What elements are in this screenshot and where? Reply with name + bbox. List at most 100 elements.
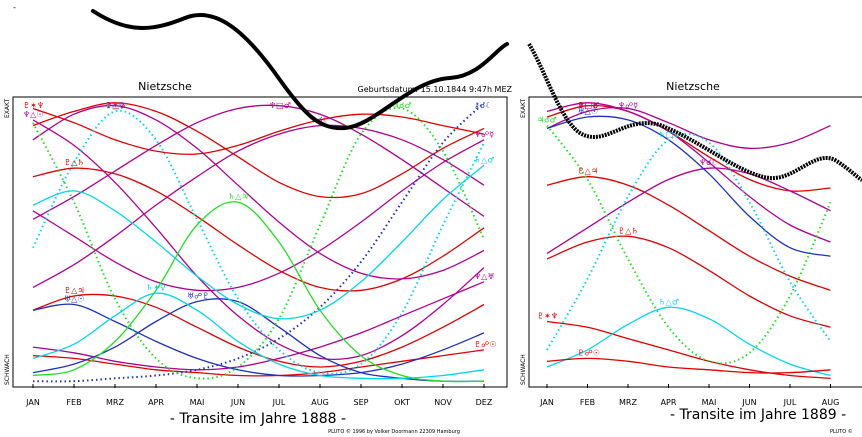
series-line-neptune-trine-sun — [32, 119, 485, 361]
chart-title: Nietzsche — [138, 80, 192, 93]
series-label-jupiter-conj-mc: ♃☌♂ — [392, 101, 412, 110]
series-label-neptune-opp-mercury: ♆☍☿ — [474, 130, 494, 139]
y-label-bottom: SCHWACH — [4, 354, 11, 385]
series-group — [546, 102, 832, 379]
series-line-chiron-conj-moon — [32, 102, 485, 383]
series-label-pluto-opp-sun: ♇☍☉ — [578, 348, 600, 357]
series-label-saturn-trine-jupiter: ♄△♃ — [228, 192, 249, 201]
series-label-pluto-sextile-neptune: ♇✶♆ — [23, 101, 44, 110]
x-tick-label-mrz: MRZ — [619, 398, 637, 407]
series-line-uranus-trine-sun — [546, 115, 831, 257]
series-line-pluto-trine-jupiter — [32, 293, 485, 368]
series-line-neptune-square-mars — [32, 104, 485, 220]
series-line-jupiter-conj-mc — [546, 124, 832, 365]
series-line-neptune-trine-uranus — [32, 281, 485, 371]
x-tick-label-jul: JUL — [783, 398, 797, 407]
series-label-saturn-trine-mc: ♄△♂ — [474, 155, 495, 164]
series-labels: ♇△♃ ♇□♄ ♇△♄ ♇✶♆ ♆□♂ ♆☌☾ ♆☍☿ ♅△☉ ♄△♂ ♃☌♂ ♄□☉ ♇☍☉ — [537, 101, 719, 357]
series-line-saturn-square-sun — [32, 109, 485, 375]
series-label-saturn-square-sun: ♄□☉ — [105, 101, 127, 110]
credit-line: PLUTO © — [830, 428, 853, 435]
series-line-neptune-square-mars — [546, 102, 831, 243]
series-labels: ♇□♄ ♇△♄ ♇△♃ ♇✶♆ ♇☍☉ ♆△☉ ♆□♂ ♆☌☾ ♆✶♀ ♆☍☿ ♆△♅ ♅△☉ ♅☍♇ ⚷… — [23, 101, 496, 349]
chart-1889: Nietzsche EXAKT SCHWACH ♇△♃ ♇□♄ ♇△♄ ♇✶♆ ♆□♂ ♆… — [520, 80, 862, 435]
series-line-jupiter-conj-mc — [32, 107, 485, 380]
series-label-saturn-sextile-venus: ♄✶♀ — [146, 283, 166, 292]
series-label-saturn-trine-mc: ♄△♂ — [659, 297, 680, 306]
series-line-pluto-opp-sun — [32, 349, 485, 377]
x-tick-label-jun: JUN — [230, 398, 245, 407]
series-line-pluto-square-saturn — [546, 104, 831, 192]
series-label-pluto-trine-saturn: ♇△♄ — [618, 226, 639, 235]
series-label-jupiter-conj-mc: ♃☌♂ — [537, 116, 557, 125]
series-line-neptune-conj-moon — [32, 124, 485, 288]
y-label-top: EXAKT — [4, 99, 11, 118]
x-tick-label-feb: FEB — [580, 398, 595, 407]
plot-frame — [12, 96, 508, 388]
x-tick-label-feb: FEB — [66, 398, 81, 407]
series-line-saturn-trine-mc — [546, 306, 831, 377]
y-label-top: EXAKT — [520, 99, 527, 118]
series-group — [32, 102, 485, 383]
black-wave-stroke — [91, 9, 509, 131]
month-ticks: JAN FEB MRZ APR MAI JUN JUL AUG — [539, 384, 839, 407]
series-line-uranus-trine-sun — [32, 303, 485, 377]
month-ticks: JAN FEB MRZ APR MAI JUN JUL AUG SEP OKT NOV DEZ — [25, 384, 493, 407]
series-label-uranus-trine-sun: ♅△☉ — [64, 295, 85, 304]
x-tick-label-mai: MAI — [702, 398, 717, 407]
chart-title: Nietzsche — [666, 80, 720, 93]
series-label-neptune-conj-moon: ♆☌☾ — [699, 158, 719, 167]
x-tick-label-apr: APR — [661, 398, 677, 407]
series-label-chiron-conj-moon: ⚷☌☾ — [474, 101, 492, 110]
x-tick-label-nov: NOV — [434, 398, 452, 407]
series-line-pluto-opp-sun — [546, 357, 831, 374]
series-label-neptune-trine-uranus: ♆△♅ — [474, 272, 495, 281]
series-line-neptune-opp-mercury — [546, 107, 831, 150]
chart-1888: Nietzsche Geburtsdatum: 15.10.1844 9:47h… — [4, 80, 513, 435]
series-line-pluto-sextile-neptune — [546, 320, 831, 379]
birth-date-label: Geburtsdatum: 15.10.1844 9:47h MEZ — [358, 85, 513, 94]
series-label-saturn-square-sun: ♄□☉ — [659, 130, 681, 139]
series-line-saturn-sextile-venus — [32, 292, 485, 380]
chart-caption: - Transite im Jahre 1888 - — [170, 411, 346, 427]
series-label-pluto-sextile-neptune: ♇✶♆ — [537, 312, 558, 321]
x-tick-label-mrz: MRZ — [106, 398, 124, 407]
series-label-pluto-trine-jupiter: ♇△♃ — [64, 286, 85, 295]
series-label-pluto-square-saturn: ♇□♄ — [105, 101, 127, 110]
series-label-neptune-sextile-venus: ♆✶♀ — [105, 101, 125, 110]
series-line-pluto-trine-saturn — [546, 235, 831, 328]
x-tick-label-aug: AUG — [822, 398, 840, 407]
chart-caption: - Transite im Jahre 1889 - — [670, 407, 846, 423]
x-tick-label-aug: AUG — [311, 398, 329, 407]
series-label-pluto-square-saturn: ♇□♄ — [578, 101, 600, 110]
series-label-neptune-trine-sun: ♆△☉ — [23, 110, 44, 119]
x-tick-label-jan: JAN — [25, 398, 40, 407]
series-label-neptune-square-mars: ♆□♂ — [578, 101, 600, 110]
series-label-neptune-opp-mercury: ♆☍☿ — [618, 101, 638, 110]
credit-line: PLUTO © 1996 by Volker Doormann 22309 Ha… — [328, 428, 460, 435]
series-label-neptune-square-mars: ♆□♂ — [269, 101, 291, 110]
series-line-neptune-sextile-venus — [32, 104, 485, 280]
plot-frame — [528, 96, 862, 388]
x-tick-label-jan: JAN — [539, 398, 554, 407]
x-tick-label-mai: MAI — [190, 398, 205, 407]
corner-mark: - — [13, 3, 16, 12]
series-label-uranus-trine-sun: ♅△☉ — [578, 107, 599, 116]
series-label-pluto-trine-jupiter: ♇△♃ — [578, 167, 599, 176]
x-tick-label-apr: APR — [148, 398, 164, 407]
series-label-neptune-conj-moon: ♆☌☾ — [310, 116, 330, 125]
series-label-pluto-trine-saturn: ♇△♄ — [64, 158, 85, 167]
x-tick-label-dez: DEZ — [476, 398, 493, 407]
x-tick-label-jul: JUL — [272, 398, 286, 407]
series-label-uranus-opp-pluto: ♅☍♇ — [187, 292, 209, 301]
x-tick-label-okt: OKT — [394, 398, 410, 407]
y-label-bottom: SCHWACH — [520, 354, 527, 385]
series-line-pluto-sextile-neptune — [32, 107, 485, 155]
black-wave-stroke — [527, 42, 862, 182]
series-line-saturn-trine-mc — [32, 164, 485, 320]
series-label-pluto-opp-sun: ♇☍☉ — [474, 340, 496, 349]
series-line-neptune-opp-mercury — [32, 139, 485, 292]
x-tick-label-sep: SEP — [354, 398, 369, 407]
series-line-neptune-conj-moon — [546, 167, 831, 254]
